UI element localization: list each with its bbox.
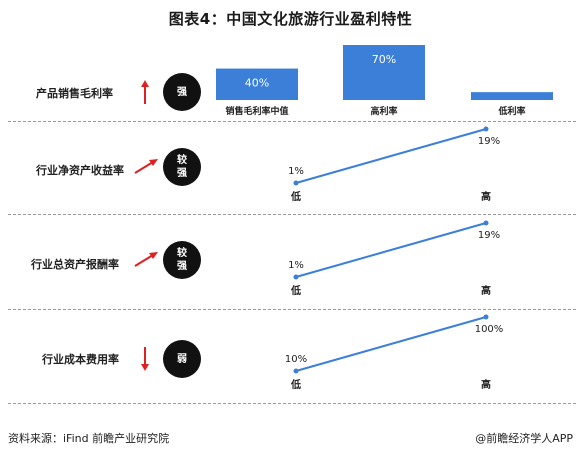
- arrow-down-icon: [141, 347, 149, 371]
- category-label: 高: [481, 284, 491, 297]
- category-label: 低: [290, 284, 301, 297]
- category-label: 低: [290, 190, 301, 203]
- data-label: 19%: [478, 136, 500, 147]
- strength-badge-cost-ratio: 弱: [163, 340, 201, 378]
- series-line: [295, 222, 487, 278]
- series-line: [295, 128, 487, 184]
- category-label: 低: [290, 378, 301, 391]
- arrow-up-icon: [141, 80, 149, 104]
- row-divider: [8, 121, 576, 122]
- data-point: [483, 126, 489, 132]
- data-point: [293, 368, 299, 374]
- chart-title: 图表4：中国文化旅游行业盈利特性: [168, 10, 413, 28]
- data-point: [293, 274, 299, 280]
- strength-badge-gross-margin: 强: [163, 73, 201, 111]
- category-label: 高: [481, 378, 491, 391]
- category-label: 销售毛利率中值: [225, 105, 288, 117]
- data-label: 100%: [475, 324, 504, 335]
- row-divider: [8, 214, 576, 215]
- bar: [471, 92, 553, 100]
- data-point: [293, 180, 299, 186]
- bar-value-label: 70%: [372, 53, 396, 66]
- strength-badge-roe: 较强: [163, 148, 201, 186]
- data-point: [483, 220, 489, 226]
- row-divider: [8, 403, 576, 404]
- data-label: 1%: [288, 166, 304, 177]
- bar-chart: 40% 销售毛利率中值 70% 高利率 10%低利率: [216, 45, 553, 117]
- data-point: [483, 314, 489, 320]
- bar: [216, 68, 298, 100]
- metric-label-roa: 行业总资产报酬率: [31, 258, 119, 271]
- bar-value-label: 10%: [500, 100, 524, 113]
- row-divider: [8, 309, 576, 310]
- category-label: 低利率: [497, 105, 525, 117]
- series-line: [295, 316, 487, 372]
- arrow-up-right-icon: [134, 159, 158, 174]
- source-note: 资料来源：iFind 前瞻产业研究院: [8, 432, 170, 445]
- metric-label-cost-ratio: 行业成本费用率: [42, 353, 119, 366]
- data-label: 1%: [288, 260, 304, 271]
- credit-note: @前瞻经济学人APP: [475, 432, 573, 445]
- metric-label-roe: 行业净资产收益率: [36, 164, 124, 177]
- bar: [343, 45, 425, 100]
- arrow-up-right-icon: [134, 252, 158, 267]
- category-label: 高: [481, 190, 491, 203]
- category-label: 高利率: [370, 105, 397, 117]
- metric-label-gross-margin: 产品销售毛利率: [36, 87, 113, 100]
- data-label: 19%: [478, 230, 500, 241]
- strength-badge-roa: 较强: [163, 241, 201, 279]
- data-label: 10%: [285, 354, 307, 365]
- bar-value-label: 40%: [245, 77, 269, 90]
